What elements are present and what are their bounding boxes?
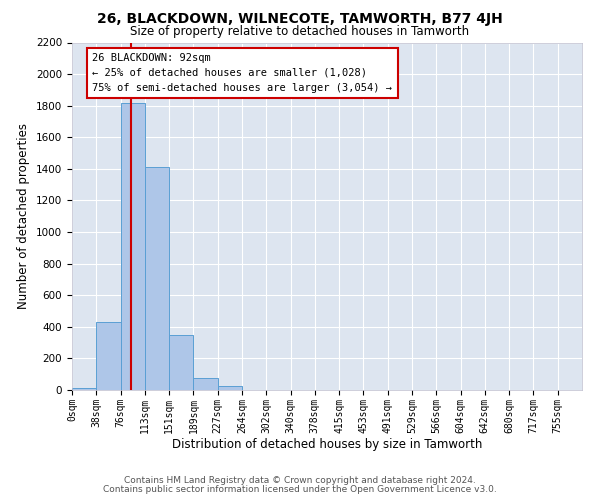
- Bar: [96, 322, 121, 390]
- Y-axis label: Number of detached properties: Number of detached properties: [17, 123, 31, 309]
- Bar: [121, 102, 145, 390]
- Text: Size of property relative to detached houses in Tamworth: Size of property relative to detached ho…: [130, 25, 470, 38]
- X-axis label: Distribution of detached houses by size in Tamworth: Distribution of detached houses by size …: [172, 438, 482, 452]
- Bar: [169, 334, 193, 390]
- Bar: [218, 386, 242, 390]
- Text: 26 BLACKDOWN: 92sqm
← 25% of detached houses are smaller (1,028)
75% of semi-det: 26 BLACKDOWN: 92sqm ← 25% of detached ho…: [92, 53, 392, 92]
- Text: 26, BLACKDOWN, WILNECOTE, TAMWORTH, B77 4JH: 26, BLACKDOWN, WILNECOTE, TAMWORTH, B77 …: [97, 12, 503, 26]
- Bar: [145, 168, 169, 390]
- Text: Contains public sector information licensed under the Open Government Licence v3: Contains public sector information licen…: [103, 485, 497, 494]
- Bar: [72, 388, 96, 390]
- Text: Contains HM Land Registry data © Crown copyright and database right 2024.: Contains HM Land Registry data © Crown c…: [124, 476, 476, 485]
- Bar: [193, 378, 218, 390]
